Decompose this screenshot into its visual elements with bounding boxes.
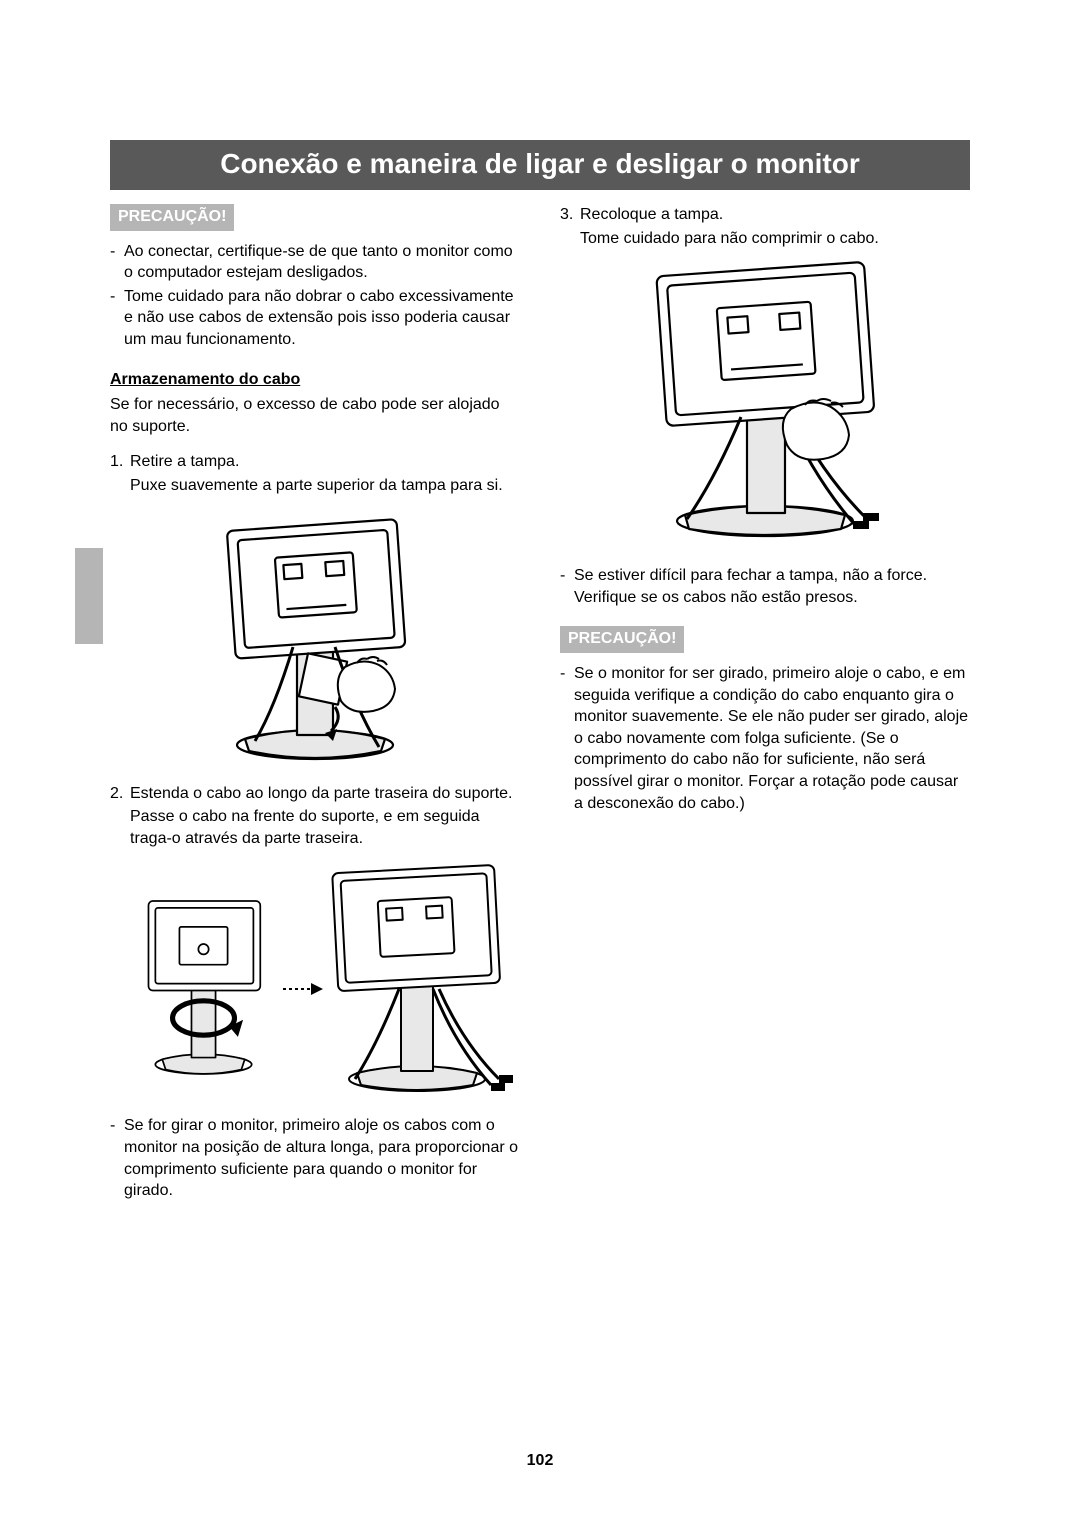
bullet-item: - Se estiver difícil para fechar a tampa… bbox=[560, 565, 970, 608]
bullet-item: - Ao conectar, certifique-se de que tant… bbox=[110, 241, 520, 284]
step-2-sub: Passe o cabo na frente do suporte, e em … bbox=[130, 806, 520, 849]
content-columns: PRECAUÇÃO! - Ao conectar, certifique-se … bbox=[110, 204, 970, 1220]
bullet-item: - Tome cuidado para não dobrar o cabo ex… bbox=[110, 286, 520, 351]
dash-icon: - bbox=[560, 663, 574, 814]
caution-list-1: - Ao conectar, certifique-se de que tant… bbox=[110, 241, 520, 351]
figure-1 bbox=[110, 507, 520, 767]
bullet-item: - Se o monitor for ser girado, primeiro … bbox=[560, 663, 970, 814]
bullet-item: - Se for girar o monitor, primeiro aloje… bbox=[110, 1115, 520, 1201]
step-text: Estenda o cabo ao longo da parte traseir… bbox=[130, 783, 520, 805]
step-3: 3. Recoloque a tampa. bbox=[560, 204, 970, 226]
step-1: 1. Retire a tampa. bbox=[110, 451, 520, 473]
caution-list-2: - Se o monitor for ser girado, primeiro … bbox=[560, 663, 970, 814]
left-column: PRECAUÇÃO! - Ao conectar, certifique-se … bbox=[110, 204, 520, 1220]
step-3-sub: Tome cuidado para não comprimir o cabo. bbox=[580, 228, 970, 250]
dash-icon: - bbox=[560, 565, 574, 608]
right-column: 3. Recoloque a tampa. Tome cuidado para … bbox=[560, 204, 970, 1220]
page-number: 102 bbox=[0, 1452, 1080, 1470]
bullet-text: Se estiver difícil para fechar a tampa, … bbox=[574, 565, 970, 608]
bullet-text: Ao conectar, certifique-se de que tanto … bbox=[124, 241, 520, 284]
step-1-sub: Puxe suavemente a parte superior da tamp… bbox=[130, 475, 520, 497]
figure-2 bbox=[110, 859, 520, 1099]
figure-3 bbox=[560, 259, 970, 549]
step-text: Recoloque a tampa. bbox=[580, 204, 970, 226]
section-tab bbox=[75, 548, 103, 644]
step-number: 1. bbox=[110, 451, 130, 473]
step-2: 2. Estenda o cabo ao longo da parte tras… bbox=[110, 783, 520, 805]
caution-label-2: PRECAUÇÃO! bbox=[560, 626, 684, 653]
bullet-text: Se for girar o monitor, primeiro aloje o… bbox=[124, 1115, 520, 1201]
rotate-note-list: - Se for girar o monitor, primeiro aloje… bbox=[110, 1115, 520, 1201]
close-note-list: - Se estiver difícil para fechar a tampa… bbox=[560, 565, 970, 608]
bullet-text: Tome cuidado para não dobrar o cabo exce… bbox=[124, 286, 520, 351]
step-number: 2. bbox=[110, 783, 130, 805]
caution-label-1: PRECAUÇÃO! bbox=[110, 204, 234, 231]
dash-icon: - bbox=[110, 1115, 124, 1201]
step-text: Retire a tampa. bbox=[130, 451, 520, 473]
page-title: Conexão e maneira de ligar e desligar o … bbox=[110, 140, 970, 190]
dash-icon: - bbox=[110, 286, 124, 351]
storage-intro: Se for necessário, o excesso de cabo pod… bbox=[110, 394, 520, 437]
storage-heading: Armazenamento do cabo bbox=[110, 369, 520, 391]
dash-icon: - bbox=[110, 241, 124, 284]
bullet-text: Se o monitor for ser girado, primeiro al… bbox=[574, 663, 970, 814]
step-number: 3. bbox=[560, 204, 580, 226]
